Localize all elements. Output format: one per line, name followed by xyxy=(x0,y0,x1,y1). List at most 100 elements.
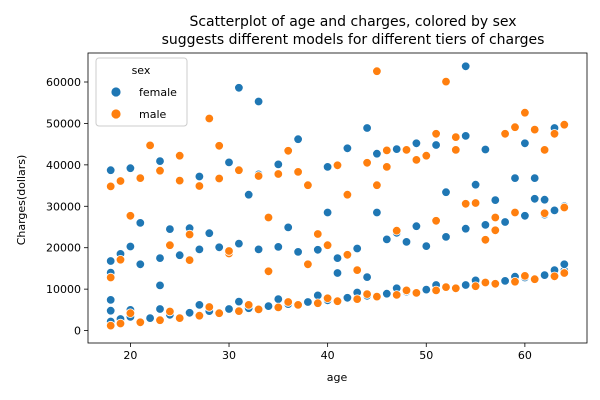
point-male-67 xyxy=(510,122,520,132)
point-male-76 xyxy=(155,165,165,176)
point-female-96 xyxy=(461,131,471,141)
point-female-80 xyxy=(530,173,540,183)
point-female-19 xyxy=(461,280,471,290)
point-male-49 xyxy=(283,146,293,156)
point-male-23 xyxy=(549,271,560,282)
point-male-48 xyxy=(263,266,274,277)
point-male-56 xyxy=(372,180,382,190)
point-male-64 xyxy=(480,235,491,245)
point-male-11 xyxy=(313,298,323,308)
point-male-21 xyxy=(510,277,520,287)
point-female-89 xyxy=(322,162,333,172)
point-male-43 xyxy=(204,113,215,124)
point-male-27 xyxy=(204,302,215,312)
point-female-27 xyxy=(155,304,165,314)
legend-marker-female xyxy=(110,86,122,98)
point-female-105 xyxy=(539,194,550,205)
point-female-11 xyxy=(303,297,313,307)
point-female-107 xyxy=(401,237,412,247)
point-female-79 xyxy=(510,173,520,183)
point-male-44 xyxy=(214,141,224,151)
point-female-62 xyxy=(480,220,491,230)
x-tick-label-60: 60 xyxy=(518,349,532,362)
point-female-69 xyxy=(135,218,146,228)
point-male-62 xyxy=(451,132,461,142)
legend-label-female: female xyxy=(139,86,177,99)
point-female-70 xyxy=(165,224,175,234)
point-male-25 xyxy=(125,308,136,318)
point-female-39 xyxy=(105,295,116,305)
point-male-26 xyxy=(165,306,175,317)
point-female-15 xyxy=(382,289,392,299)
point-male-61 xyxy=(441,76,451,87)
point-female-52 xyxy=(293,247,303,257)
x-tick-label-50: 50 xyxy=(419,349,433,362)
point-male-88 xyxy=(490,225,501,236)
point-male-7 xyxy=(234,306,244,316)
point-male-1 xyxy=(115,318,126,329)
point-male-4 xyxy=(174,313,185,323)
point-female-100 xyxy=(234,83,244,93)
point-male-71 xyxy=(549,129,560,139)
point-male-2 xyxy=(135,317,146,328)
point-female-49 xyxy=(234,238,244,249)
point-male-37 xyxy=(115,255,126,265)
point-female-55 xyxy=(352,243,362,254)
point-male-17 xyxy=(431,285,441,296)
point-female-17 xyxy=(421,284,432,295)
point-male-82 xyxy=(293,167,303,177)
point-male-8 xyxy=(253,304,264,315)
plot-area: 20 30 40 50 60 0 10000 20000 30000 40000 50000 6000… xyxy=(46,52,588,362)
point-female-102 xyxy=(461,61,471,72)
point-male-29 xyxy=(283,297,293,307)
point-female-90 xyxy=(342,143,353,154)
point-male-80 xyxy=(253,171,264,181)
point-male-15 xyxy=(392,290,402,300)
y-tick-label-30000: 30000 xyxy=(46,200,81,213)
point-female-3 xyxy=(145,313,155,323)
y-tick-label-60000: 60000 xyxy=(46,76,81,89)
y-tick-label-10000: 10000 xyxy=(46,283,81,296)
point-male-16 xyxy=(411,288,422,298)
point-male-98 xyxy=(461,199,471,209)
point-male-77 xyxy=(174,175,185,186)
point-female-13 xyxy=(342,293,353,303)
x-tick-label-40: 40 xyxy=(321,349,335,362)
point-male-22 xyxy=(530,274,540,284)
y-tick-label-40000: 40000 xyxy=(46,159,81,172)
point-male-6 xyxy=(214,308,224,318)
point-male-41 xyxy=(174,150,185,161)
point-male-59 xyxy=(421,150,432,161)
point-female-45 xyxy=(155,253,165,263)
point-female-74 xyxy=(283,222,293,233)
point-female-84 xyxy=(194,171,205,182)
point-female-92 xyxy=(372,148,382,159)
point-male-12 xyxy=(332,296,343,306)
point-female-57 xyxy=(382,234,392,245)
point-female-75 xyxy=(322,207,333,218)
point-female-64 xyxy=(520,211,530,221)
legend-frame xyxy=(95,57,188,127)
point-male-30 xyxy=(322,293,333,304)
point-male-93 xyxy=(224,246,234,256)
point-female-23 xyxy=(539,270,550,280)
point-male-53 xyxy=(342,189,353,200)
point-male-18 xyxy=(451,283,461,294)
x-tick-label-30: 30 xyxy=(222,349,236,362)
y-tick-label-50000: 50000 xyxy=(46,117,81,130)
point-female-72 xyxy=(204,228,215,238)
point-female-73 xyxy=(243,189,254,200)
chart-title-line-1: Scatterplot of age and charges, colored … xyxy=(189,14,516,30)
point-male-78 xyxy=(194,181,205,191)
legend-title: sex xyxy=(132,64,151,77)
point-male-65 xyxy=(490,212,501,223)
point-male-10 xyxy=(293,300,303,310)
series-male xyxy=(105,66,570,331)
point-male-47 xyxy=(263,212,274,223)
point-female-68 xyxy=(155,280,165,291)
point-male-69 xyxy=(530,124,540,135)
point-female-97 xyxy=(480,144,491,155)
point-male-52 xyxy=(322,240,333,250)
point-female-21 xyxy=(500,276,510,286)
